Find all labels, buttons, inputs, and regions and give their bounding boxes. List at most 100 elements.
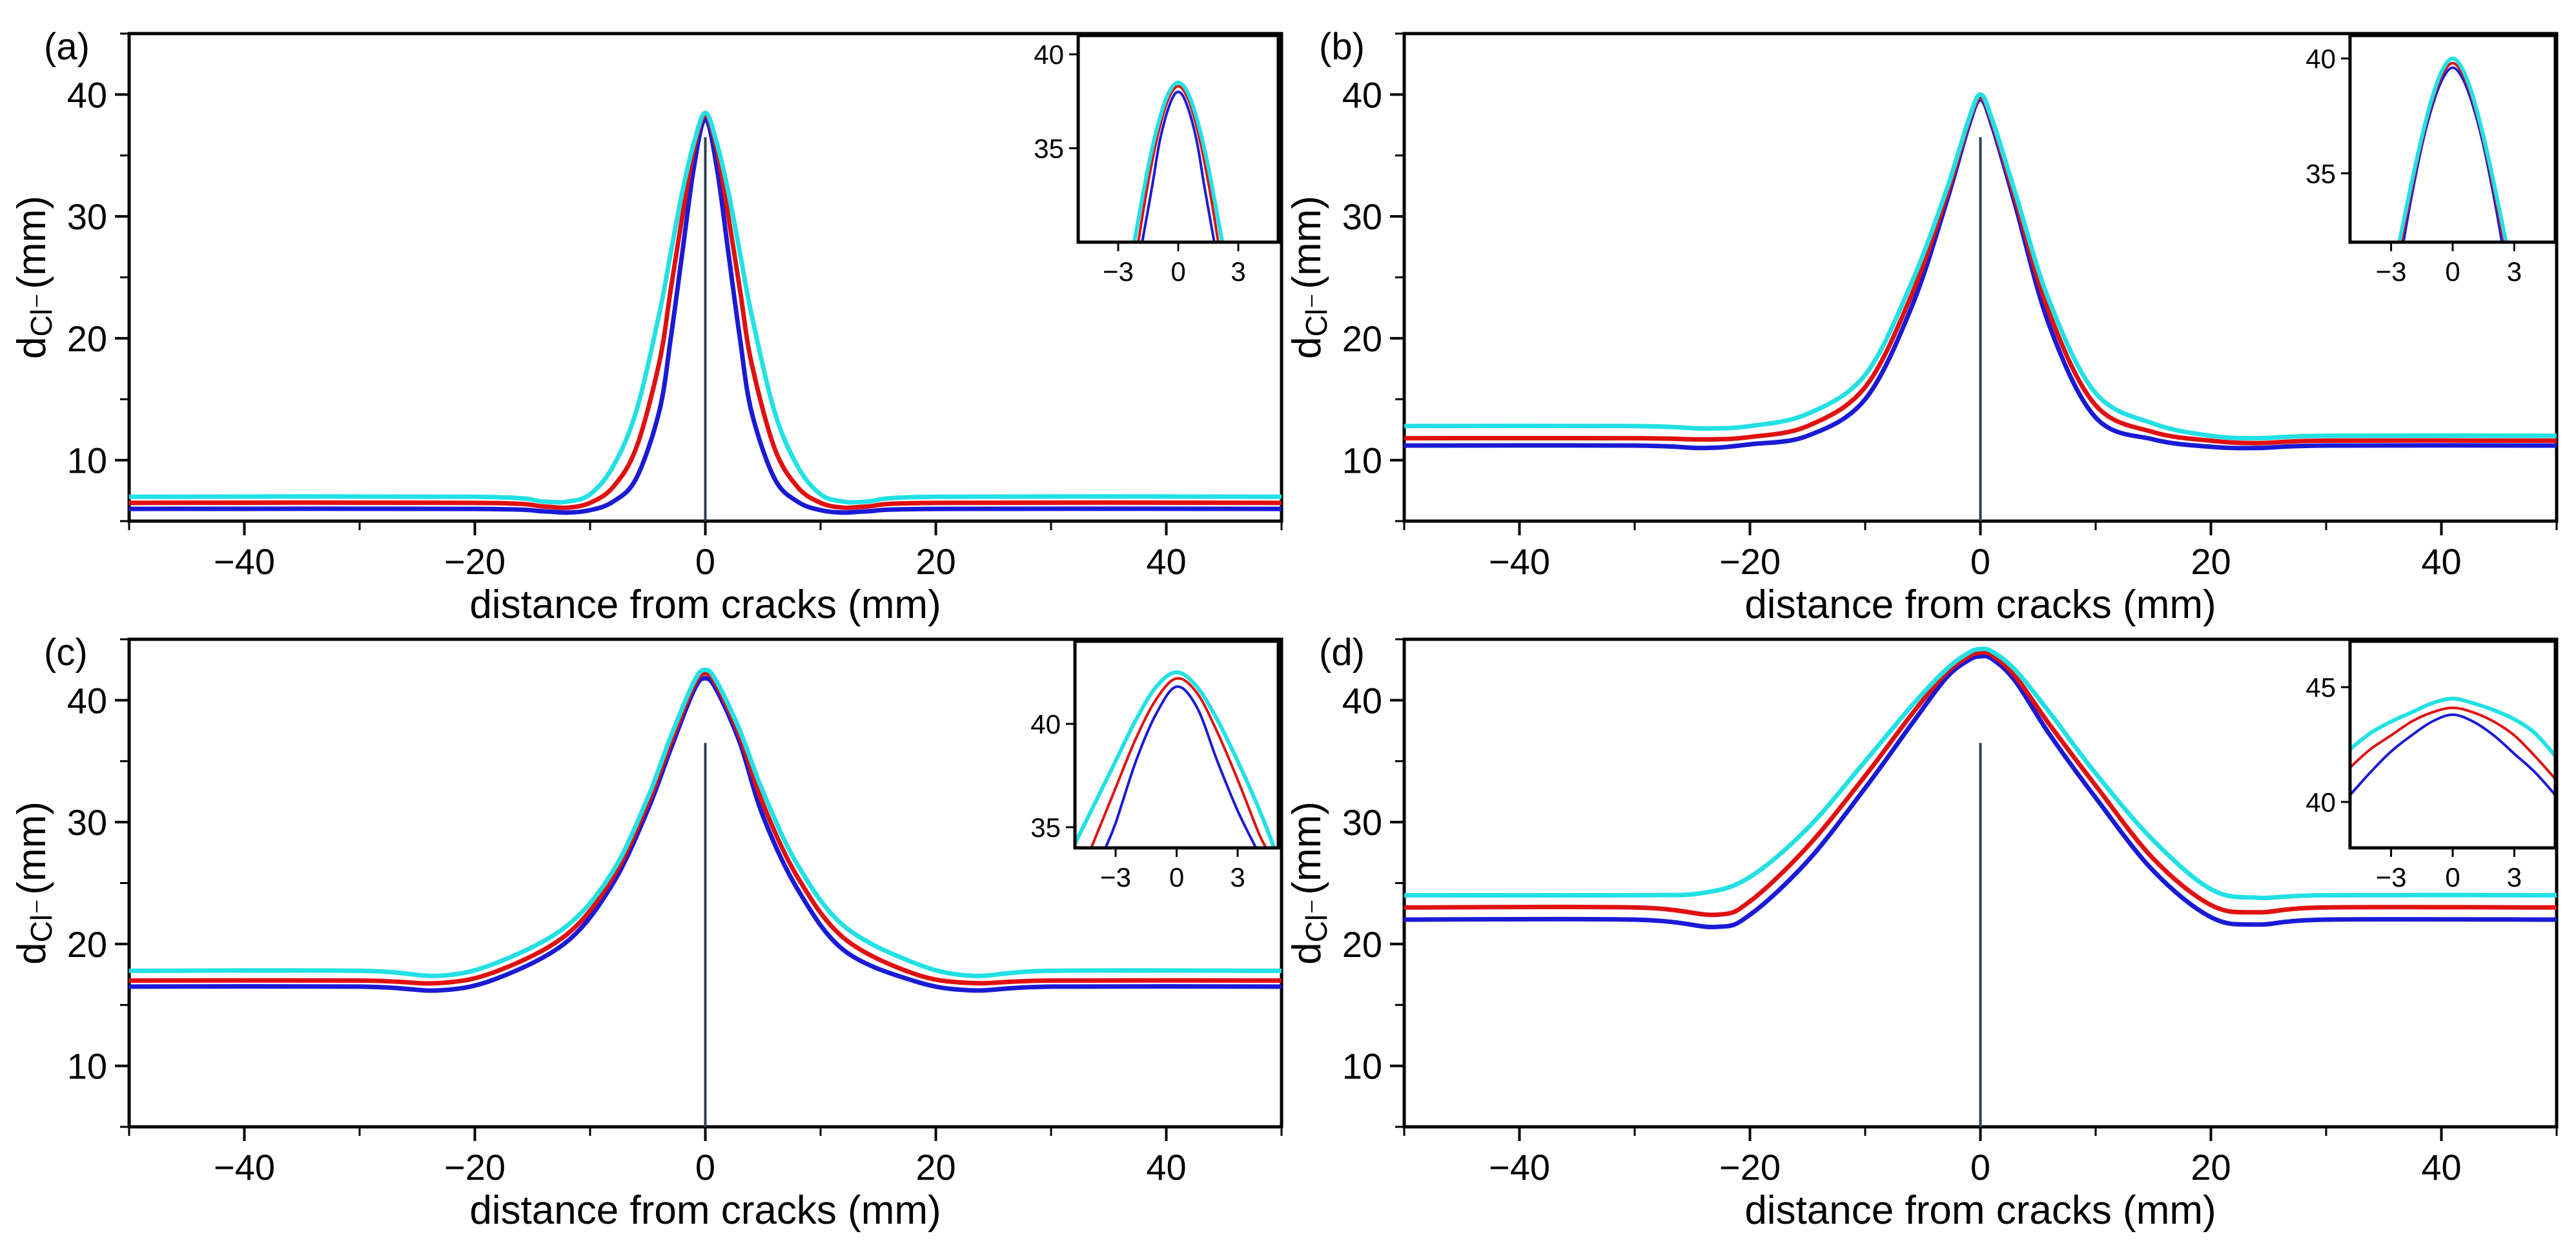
inset-x-tick-label: 0 <box>2445 862 2460 892</box>
x-tick-label: −40 <box>214 541 275 582</box>
y-tick-label: 10 <box>1342 1046 1382 1087</box>
inset-series-line-red <box>1137 85 1220 242</box>
inset-plot: −3 0 3 40 45 <box>2305 639 2557 892</box>
x-tick-label: 40 <box>2421 1147 2461 1188</box>
y-axis-label: dCl⁻ (mm) <box>10 196 58 359</box>
inset-series-line-red <box>1090 677 1267 848</box>
y-label-unit: (mm) <box>1285 801 1329 895</box>
inset-x-tick-label: 0 <box>1169 862 1184 892</box>
y-label-subscript: Cl⁻ <box>1300 899 1333 943</box>
y-tick-label: 30 <box>67 196 107 237</box>
inset-background <box>1075 641 1278 848</box>
y-axis-label-text: dCl⁻ (mm) <box>10 801 58 965</box>
x-tick-label: 40 <box>2421 541 2461 582</box>
y-label-main: d <box>10 336 54 358</box>
x-tick-label: 20 <box>915 1147 956 1188</box>
inset-x-tick-label: −3 <box>2376 862 2407 892</box>
y-tick-label: 20 <box>1342 924 1382 965</box>
series-line-red <box>129 671 1282 986</box>
inset-series-group <box>1132 80 1225 242</box>
inset-y-tick-label: 40 <box>2305 44 2336 74</box>
x-axis-label: distance from cracks (mm) <box>469 582 941 627</box>
y-label-unit: (mm) <box>10 801 54 895</box>
inset-y-tick-label: 35 <box>1030 812 1061 843</box>
inset-series-group <box>1075 670 1276 848</box>
inset-y-tick-label: 40 <box>2305 787 2336 818</box>
inset-x-tick-label: 3 <box>1231 256 1245 287</box>
inset-x-tick-label: 3 <box>2507 256 2522 287</box>
series-line-blue <box>1404 97 2557 451</box>
y-tick-label: 30 <box>67 802 107 843</box>
x-tick-label: 0 <box>1970 1147 1990 1188</box>
y-label-unit: (mm) <box>10 196 54 289</box>
y-axis-label-text: dCl⁻ (mm) <box>1285 801 1333 965</box>
inset-series-line-cyan <box>2397 56 2508 242</box>
series-line-red <box>129 113 1282 511</box>
inset-x-tick-label: 0 <box>2445 256 2460 287</box>
inset-series-line-red <box>2350 706 2555 780</box>
y-tick-label: 20 <box>1342 318 1382 359</box>
x-tick-label: −20 <box>1719 541 1781 582</box>
y-label-subscript: Cl⁻ <box>25 899 58 943</box>
y-axis-label-text: dCl⁻ (mm) <box>1285 196 1333 359</box>
series-group <box>129 667 1282 993</box>
x-tick-label: −20 <box>444 541 506 582</box>
y-label-unit: (mm) <box>1285 196 1329 289</box>
y-axis-label: dCl⁻ (mm) <box>1285 801 1333 965</box>
x-axis-label: distance from cracks (mm) <box>1744 1188 2216 1233</box>
series-group <box>129 110 1282 515</box>
inset-series-line-cyan <box>2350 696 2555 757</box>
panel-label: (d) <box>1319 632 1365 674</box>
x-tick-label: 20 <box>2191 1147 2231 1188</box>
y-tick-label: 40 <box>67 74 107 115</box>
series-line-blue <box>129 675 1282 993</box>
inset-series-group <box>2397 56 2508 242</box>
y-label-main: d <box>1285 942 1329 964</box>
panel-label: (b) <box>1319 26 1365 68</box>
inset-y-tick-label: 35 <box>1034 134 1064 164</box>
inset-series-line-cyan <box>1132 80 1225 242</box>
x-tick-label: 40 <box>1146 541 1186 582</box>
y-axis-label-text: dCl⁻ (mm) <box>10 196 58 359</box>
y-tick-label: 20 <box>67 924 107 965</box>
inset-series-line-blue <box>1141 90 1216 242</box>
series-line-blue <box>1404 653 2557 930</box>
series-line-blue <box>129 116 1282 515</box>
x-tick-label: 20 <box>915 541 956 582</box>
y-tick-label: 40 <box>67 680 107 721</box>
y-tick-label: 40 <box>1342 74 1382 115</box>
x-tick-label: 0 <box>695 1147 715 1188</box>
x-tick-label: −20 <box>444 1147 506 1188</box>
series-line-cyan <box>1404 92 2557 441</box>
inset-background <box>2350 36 2555 242</box>
series-line-red <box>1404 650 2557 918</box>
series-line-cyan <box>1404 646 2557 900</box>
inset-series-line-blue <box>1104 685 1258 848</box>
inset-series-group <box>2350 696 2555 796</box>
y-tick-label: 30 <box>1342 802 1382 843</box>
inset-plot: −3 0 3 35 40 <box>1034 34 1280 287</box>
inset-x-tick-label: 3 <box>2507 862 2522 892</box>
x-tick-label: 20 <box>2191 541 2231 582</box>
inset-plot: −3 0 3 35 40 <box>1030 639 1280 892</box>
x-axis-label: distance from cracks (mm) <box>1744 582 2216 627</box>
inset-series-line-blue <box>2350 713 2555 796</box>
y-tick-label: 40 <box>1342 680 1382 721</box>
inset-background <box>1078 36 1278 242</box>
inset-y-tick-label: 45 <box>2305 672 2336 703</box>
y-tick-label: 10 <box>67 1046 107 1087</box>
inset-y-tick-label: 40 <box>1034 39 1064 70</box>
x-tick-label: −40 <box>1489 1147 1550 1188</box>
x-tick-label: 0 <box>1970 541 1990 582</box>
inset-series-line-cyan <box>1075 670 1276 848</box>
panel-label: (a) <box>44 26 90 68</box>
x-axis-label: distance from cracks (mm) <box>469 1188 941 1233</box>
y-label-subscript: Cl⁻ <box>25 293 58 337</box>
inset-plot: −3 0 3 35 40 <box>2305 34 2557 287</box>
x-tick-label: −40 <box>1489 541 1550 582</box>
series-line-cyan <box>129 110 1282 505</box>
